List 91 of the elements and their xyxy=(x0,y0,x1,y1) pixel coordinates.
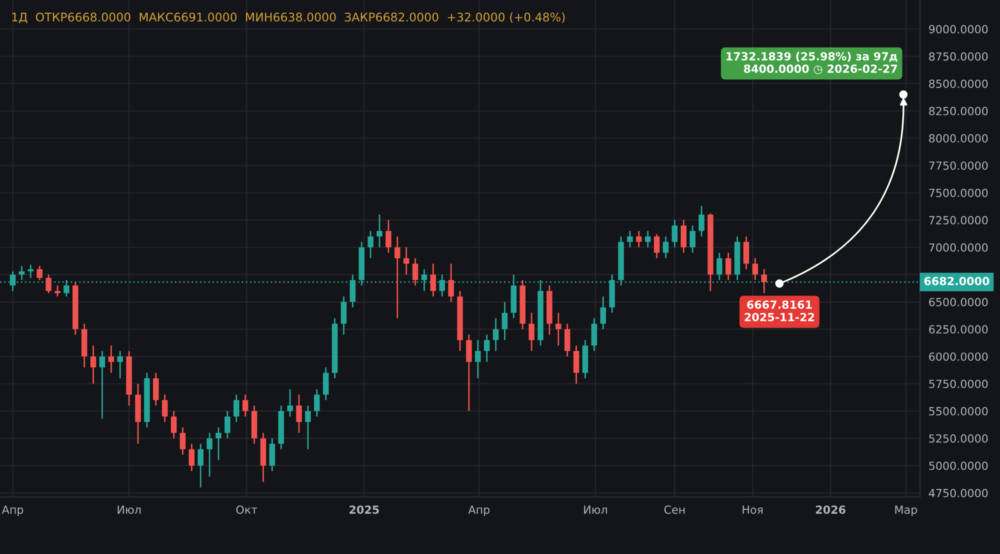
y-tick-label: 5250.0000 xyxy=(929,434,988,443)
candlestick xyxy=(322,366,329,401)
y-tick-label: 5750.0000 xyxy=(929,380,988,388)
y-tick-label: 6500.0000 xyxy=(929,298,988,306)
y-tick-label: 7000.0000 xyxy=(929,243,988,252)
y-tick-label: 5500.0000 xyxy=(929,407,988,416)
y-tick-label: 8750.0000 xyxy=(929,52,988,61)
y-tick-label: 8500.0000 xyxy=(929,80,988,88)
candlestick xyxy=(296,394,302,434)
candlestick xyxy=(564,323,570,358)
y-tick-label: 6250.0000 xyxy=(929,325,988,334)
y-tick-label: 6000.0000 xyxy=(929,352,988,361)
candlestick xyxy=(108,344,114,374)
candlestick xyxy=(242,394,248,418)
y-tick-label: 7750.0000 xyxy=(929,161,988,170)
candlestick xyxy=(287,388,293,418)
candlestick xyxy=(662,236,669,259)
y-tick-label: 4750.0000 xyxy=(928,488,988,498)
candlestick xyxy=(654,234,660,259)
candlestick xyxy=(448,263,454,303)
candlestick xyxy=(412,258,418,286)
candlestick xyxy=(528,312,534,352)
x-tick-label: Апр xyxy=(468,506,490,516)
candlestick xyxy=(90,344,96,384)
candlestick xyxy=(206,432,212,478)
candlestick xyxy=(350,274,356,308)
candlestick xyxy=(36,265,42,281)
candlestick xyxy=(162,394,168,423)
candlestick xyxy=(752,258,758,281)
x-tick-label: Июл xyxy=(584,506,607,514)
candlestick xyxy=(556,312,562,346)
candlestick xyxy=(54,284,60,298)
candlestick xyxy=(743,236,750,270)
candlestick xyxy=(475,339,481,379)
candlestick xyxy=(368,230,374,259)
candlestick xyxy=(430,263,436,298)
candlestick xyxy=(680,219,686,254)
candlestick xyxy=(403,246,410,276)
candlestick xyxy=(484,334,490,363)
candlestick xyxy=(761,268,767,294)
candlestick xyxy=(591,318,598,352)
x-tick-label: Июл xyxy=(118,506,141,514)
candlestick xyxy=(376,214,382,248)
candlestick xyxy=(386,219,392,254)
text: 1Д ОТКР6668.0000 МАКС6691.0000 МИН6638.0000 ЗАКР6682.0000 +32.0000 (+0.48%) xyxy=(12,12,565,24)
x-tick-label: Окт xyxy=(236,505,258,514)
y-tick-label: 8000.0000 xyxy=(929,134,988,143)
candlestick xyxy=(600,296,606,330)
candlestick xyxy=(153,372,159,406)
x-tick-label: Апр xyxy=(2,506,24,516)
annotation: 6667.8161 2025-11-22 xyxy=(744,300,814,322)
candlestick xyxy=(170,410,177,440)
x-tick-label: 2025 xyxy=(350,505,379,514)
candlestick xyxy=(644,230,651,248)
candlestick xyxy=(234,394,240,423)
candlestick xyxy=(466,334,472,412)
candlestick xyxy=(690,224,696,254)
candlestick xyxy=(394,236,400,319)
y-tick-label: 7500.0000 xyxy=(929,188,988,198)
candlestick xyxy=(224,410,230,440)
y-tick-label: 7250.0000 xyxy=(929,216,988,224)
y-tick-label: 9000.0000 xyxy=(929,25,988,34)
x-tick-label: Сен xyxy=(664,505,685,514)
x-tick-label: 2026 xyxy=(816,505,846,514)
candlestick xyxy=(627,230,633,248)
candlestick xyxy=(340,296,347,336)
candlestick xyxy=(46,274,52,294)
candlestick xyxy=(28,264,34,279)
candlestick xyxy=(198,443,204,488)
candlestick xyxy=(716,252,722,281)
x-tick-label: Мар xyxy=(895,506,918,516)
candlestick xyxy=(314,388,320,418)
candlestick xyxy=(492,318,499,352)
candlestick xyxy=(573,344,580,384)
ref-line-label: 6682.0000 xyxy=(924,276,990,286)
candlestick xyxy=(216,426,222,461)
candlestick xyxy=(502,301,508,341)
candlestick xyxy=(305,404,311,450)
annotation: 1732.1839 (25.98%) за 97д 8400.0000 ◷ 2026-02-27 xyxy=(726,52,898,74)
candlestick xyxy=(188,443,195,472)
candlestick xyxy=(117,350,123,379)
x-tick-label: Ноя xyxy=(742,506,763,514)
y-tick-label: 8250.0000 xyxy=(929,106,988,116)
candlestick xyxy=(672,219,678,248)
candlestick xyxy=(698,205,704,238)
candlestick xyxy=(636,230,642,248)
candlestick xyxy=(180,426,186,456)
candlestick xyxy=(269,438,276,472)
candlestick xyxy=(725,252,732,281)
y-tick-label: 5000.0000 xyxy=(929,462,988,470)
candlestick xyxy=(99,350,106,420)
